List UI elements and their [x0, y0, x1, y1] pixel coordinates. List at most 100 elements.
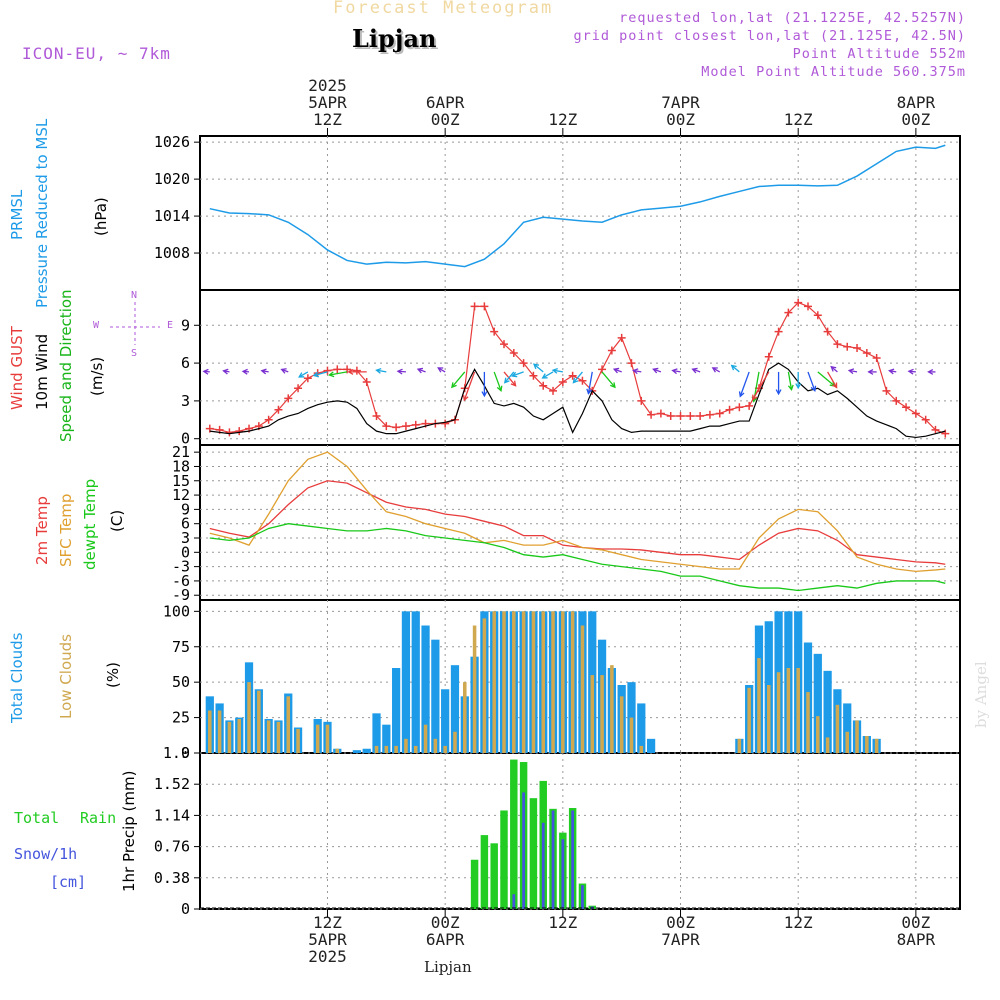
ytick-label-temperature: -3 [172, 558, 190, 576]
gust-point [235, 427, 244, 436]
top-axis-label: 8APR [896, 93, 936, 112]
wind-direction-arrowhead [202, 368, 209, 375]
dewpt-line [209, 523, 946, 592]
wind-direction-arrow [329, 371, 348, 376]
wind-direction-arrowhead [612, 367, 620, 374]
low-cloud-bar [325, 724, 330, 753]
gust-point [333, 365, 342, 374]
gust-point [902, 403, 911, 412]
total-cloud-bar [646, 738, 656, 753]
wind-direction-arrowhead [572, 377, 579, 384]
ytick-label-pressure: 1026 [154, 133, 190, 151]
low-cloud-bar [286, 696, 291, 753]
bottom-axis-label: 12Z [313, 913, 342, 932]
snow-bar [512, 894, 516, 909]
gust-point [784, 308, 793, 317]
total-cloud-bar [421, 625, 430, 753]
gust-point [686, 412, 695, 421]
gust-point [843, 342, 852, 351]
rain-bar [480, 835, 489, 909]
low-cloud-bar [590, 675, 595, 753]
top-axis-label: 5APR [308, 93, 347, 112]
wind-direction-arrowhead [437, 367, 444, 373]
gust-point [294, 384, 303, 393]
wind-direction-arrowhead [652, 367, 659, 374]
snow-unit-label: [cm] [50, 873, 87, 891]
rain-bar [470, 859, 479, 909]
wind-direction-arrow [463, 371, 476, 401]
low-cloud-bar [757, 658, 761, 753]
ytick-label-precip: 1.52 [154, 775, 190, 793]
wind-direction-arrow [376, 369, 387, 373]
low-cloud-bar [521, 611, 526, 753]
gust-point [892, 396, 901, 405]
gust-point [764, 352, 773, 361]
gust-point [911, 409, 920, 418]
gust-point [558, 377, 567, 386]
bottom-axis-label: 2025 [308, 947, 347, 966]
total-cloud-bar [392, 668, 401, 753]
wind-direction-arrowhead [298, 372, 305, 378]
total-cloud-bar [843, 703, 852, 753]
wind-direction-arrow [601, 371, 616, 388]
wind-direction-arrowhead [867, 368, 874, 375]
wind-direction-arrowhead [347, 368, 354, 375]
top-axis-label: 2025 [308, 76, 347, 95]
wind-direction-arrow [807, 371, 816, 391]
low-cloud-bar [551, 611, 555, 753]
ytick-label-temperature: 12 [172, 486, 190, 504]
gust-point [941, 429, 950, 438]
gust-point [607, 346, 616, 355]
low-cloud-bar [796, 668, 800, 753]
wind-direction-arrowhead [510, 380, 517, 387]
ytick-label-wind: 6 [181, 354, 190, 372]
wind-direction-arrowhead [691, 367, 698, 374]
wind-direction-arrowhead [551, 367, 558, 374]
total-cloud-bar [352, 750, 362, 753]
gust-point [637, 396, 646, 405]
point-altitude: Point Altitude 552m [792, 46, 966, 62]
low-cloud-bar [315, 724, 320, 753]
gust-point [627, 359, 636, 368]
wind-direction-arrow [739, 371, 750, 397]
wind-direction-arrowhead [241, 368, 248, 375]
top-axis-label: 7APR [661, 93, 700, 112]
top-axis-label: 12Z [783, 110, 813, 129]
low-cloud-bar [502, 611, 506, 753]
low-cloud-bar [776, 672, 781, 753]
gust-point [921, 415, 930, 424]
gust-point [823, 327, 832, 336]
snow-bar [541, 822, 545, 909]
ytick-label-precip: 0.76 [154, 838, 190, 856]
low-cloud-bar [296, 728, 300, 753]
pressure-line [209, 144, 946, 268]
gust-point [715, 409, 724, 418]
bottom-axis-label: 00Z [666, 913, 695, 932]
gust-point [519, 359, 528, 368]
wind-direction-arrowhead [832, 382, 838, 389]
ytick-label-clouds: 50 [172, 673, 190, 691]
gust-point [617, 333, 626, 342]
wind-direction-arrowhead [416, 367, 424, 374]
top-axis-label: 00Z [901, 110, 931, 129]
total-cloud-bar [372, 713, 381, 753]
panel-frame-wind [199, 289, 961, 446]
compass-e: E [167, 320, 174, 331]
wind-direction-arrowhead [375, 367, 382, 374]
wind-direction-arrowhead [907, 368, 914, 375]
gust-point [392, 423, 401, 432]
gust-point [529, 371, 538, 380]
low-cloud-bar [374, 745, 379, 753]
wind-direction-arrowhead [775, 389, 782, 396]
total-cloud-bar [411, 611, 420, 753]
low-cloud-bar [610, 665, 614, 753]
wind-direction-arrowhead [496, 385, 503, 392]
low-cloud-bar [541, 611, 545, 753]
wind-direction-arrowhead [795, 383, 802, 390]
low-cloud-bar [825, 737, 830, 753]
low-cloud-bar [561, 611, 565, 753]
wind-direction-arrowhead [927, 368, 934, 375]
gust-point [794, 298, 803, 307]
panel-frame-temperature [199, 444, 961, 601]
gust-point [666, 412, 675, 421]
